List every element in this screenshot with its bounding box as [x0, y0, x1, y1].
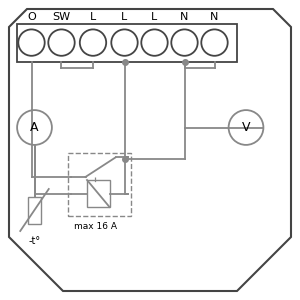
Text: -t°: -t° — [28, 236, 40, 245]
Circle shape — [17, 110, 52, 145]
Text: A: A — [30, 121, 39, 134]
Circle shape — [80, 29, 106, 56]
Bar — [28, 196, 41, 224]
Circle shape — [48, 29, 75, 56]
Circle shape — [201, 29, 228, 56]
Text: N: N — [210, 11, 219, 22]
Bar — [68, 153, 130, 216]
Circle shape — [18, 29, 45, 56]
Circle shape — [229, 110, 263, 145]
Text: SW: SW — [52, 11, 70, 22]
Text: L: L — [152, 11, 158, 22]
Circle shape — [141, 29, 168, 56]
Circle shape — [171, 29, 198, 56]
Circle shape — [111, 29, 138, 56]
Text: L: L — [122, 11, 128, 22]
Text: L: L — [90, 11, 96, 22]
Bar — [16, 24, 237, 61]
Text: V: V — [242, 121, 250, 134]
Text: max 16 A: max 16 A — [74, 222, 116, 231]
Bar — [87, 180, 110, 207]
Text: O: O — [27, 11, 36, 22]
Polygon shape — [9, 9, 291, 291]
Text: N: N — [180, 11, 189, 22]
